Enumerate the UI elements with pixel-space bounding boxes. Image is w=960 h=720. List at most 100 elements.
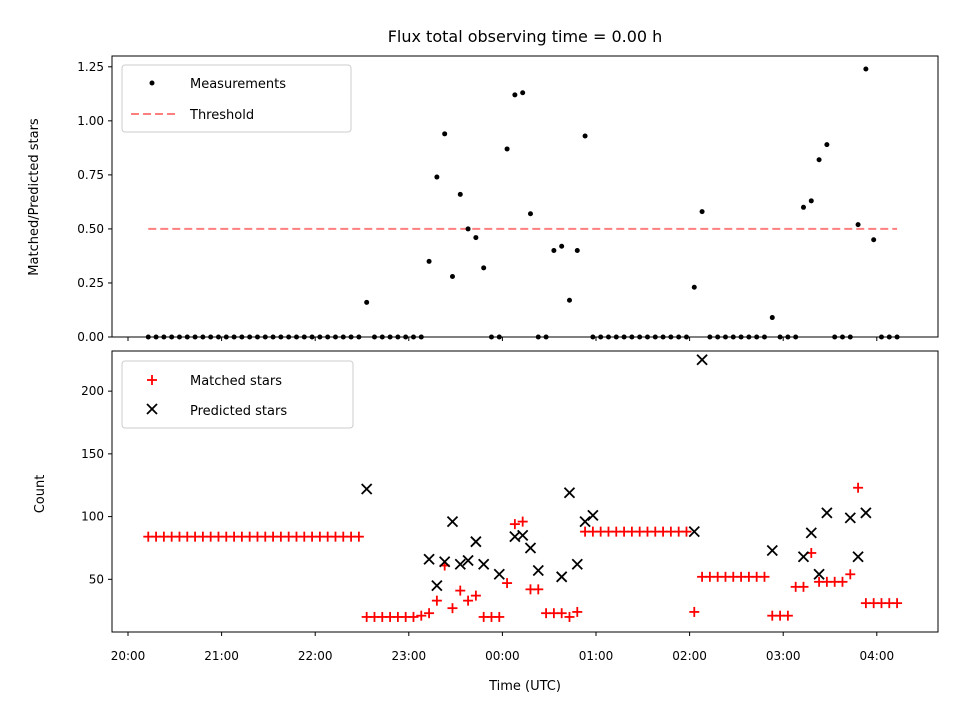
measurement-point (543, 334, 549, 340)
measurement-point (176, 334, 182, 340)
predicted-star-point (532, 564, 544, 577)
measurement-point (379, 334, 385, 340)
legend-matched-label: Matched stars (190, 374, 282, 389)
predicted-star-point (470, 536, 482, 548)
measurement-point (668, 334, 674, 340)
top-ylabel: Matched/Predicted stars (27, 118, 42, 276)
measurement-point (582, 133, 588, 139)
top-points-layer (145, 66, 900, 340)
measurement-point (208, 334, 214, 340)
measurement-point (699, 209, 705, 215)
measurement-point (356, 334, 362, 340)
measurement-point (574, 248, 580, 254)
matched-star-point (564, 611, 575, 622)
matched-star-point (689, 606, 700, 617)
measurement-point (254, 334, 260, 340)
measurement-point (520, 90, 526, 96)
matched-star-point (447, 603, 458, 614)
measurement-point (301, 334, 307, 340)
bottom-xlabel: Time (UTC) (488, 679, 561, 694)
matched-star-point (572, 606, 583, 617)
matched-star-point (759, 571, 770, 582)
measurement-point (871, 237, 877, 243)
predicted-star-point (439, 556, 451, 568)
bottom-xtick-label: 23:00 (392, 649, 427, 663)
matched-star-point (494, 611, 505, 622)
bottom-points-layer (143, 354, 903, 622)
matched-star-point (556, 608, 567, 619)
measurement-point (247, 334, 253, 340)
legend-threshold-label: Threshold (189, 108, 254, 123)
measurement-point (325, 334, 331, 340)
measurement-point (496, 334, 502, 340)
matched-star-point (533, 584, 544, 595)
measurement-point (278, 334, 284, 340)
top-ytick-label: 1.00 (77, 114, 104, 128)
top-ytick-label: 0.50 (77, 222, 104, 236)
matched-star-point (853, 482, 864, 493)
measurement-point (629, 334, 635, 340)
measurement-point (332, 334, 338, 340)
legend-predicted-marker (146, 403, 158, 415)
matched-star-point (353, 531, 364, 542)
matched-star-point (455, 585, 466, 596)
measurement-point (605, 334, 611, 340)
predicted-star-point (571, 558, 583, 570)
measurement-point (169, 334, 175, 340)
top-legend: Measurements Threshold (121, 64, 352, 133)
legend-measurements-marker (149, 80, 155, 86)
measurement-point (551, 248, 557, 254)
matched-star-point (681, 526, 692, 537)
measurement-point (746, 334, 752, 340)
measurement-point (863, 66, 869, 72)
bottom-ytick-label: 200 (81, 384, 104, 398)
measurement-point (512, 92, 518, 98)
measurement-point (785, 334, 791, 340)
measurement-point (847, 334, 853, 340)
measurement-point (855, 222, 861, 228)
predicted-star-point (524, 542, 537, 554)
measurement-point (418, 334, 424, 340)
measurement-point (886, 334, 892, 340)
measurement-point (364, 299, 370, 305)
measurement-point (449, 273, 455, 279)
measurement-point (535, 334, 541, 340)
measurement-point (239, 334, 245, 340)
matched-star-point (517, 516, 528, 527)
predicted-star-point (454, 558, 466, 570)
predicted-star-point (587, 509, 599, 521)
measurement-point (660, 334, 666, 340)
bottom-ytick-label: 50 (89, 572, 104, 586)
measurement-point (761, 334, 767, 340)
measurement-point (215, 334, 221, 340)
predicted-star-point (821, 507, 833, 519)
top-ytick-label: 0.00 (77, 330, 104, 344)
matched-star-point (408, 611, 419, 622)
legend-predicted-label: Predicted stars (190, 404, 287, 419)
predicted-star-point (852, 551, 864, 563)
measurement-point (348, 334, 354, 340)
predicted-star-point (766, 544, 778, 557)
bottom-xtick-label: 20:00 (111, 649, 146, 663)
measurement-point (527, 211, 533, 217)
bottom-xtick-label: 04:00 (860, 649, 895, 663)
predicted-star-point (423, 553, 435, 565)
bottom-xtick-label: 03:00 (766, 649, 801, 663)
measurement-point (566, 297, 572, 303)
predicted-star-point (478, 558, 490, 570)
top-ytick-label: 1.25 (77, 60, 104, 74)
bottom-ylabel: Count (33, 475, 48, 514)
measurement-point (777, 334, 783, 340)
measurement-point (598, 334, 604, 340)
predicted-star-point (517, 529, 529, 542)
bottom-xtick-label: 22:00 (298, 649, 333, 663)
measurement-point (559, 243, 565, 249)
measurement-point (161, 334, 167, 340)
matched-star-point (463, 595, 474, 606)
measurement-point (894, 334, 900, 340)
measurement-point (309, 334, 315, 340)
matched-star-point (892, 598, 903, 609)
legend-measurements-label: Measurements (190, 77, 286, 92)
matched-star-point (502, 578, 513, 589)
measurement-point (387, 334, 393, 340)
